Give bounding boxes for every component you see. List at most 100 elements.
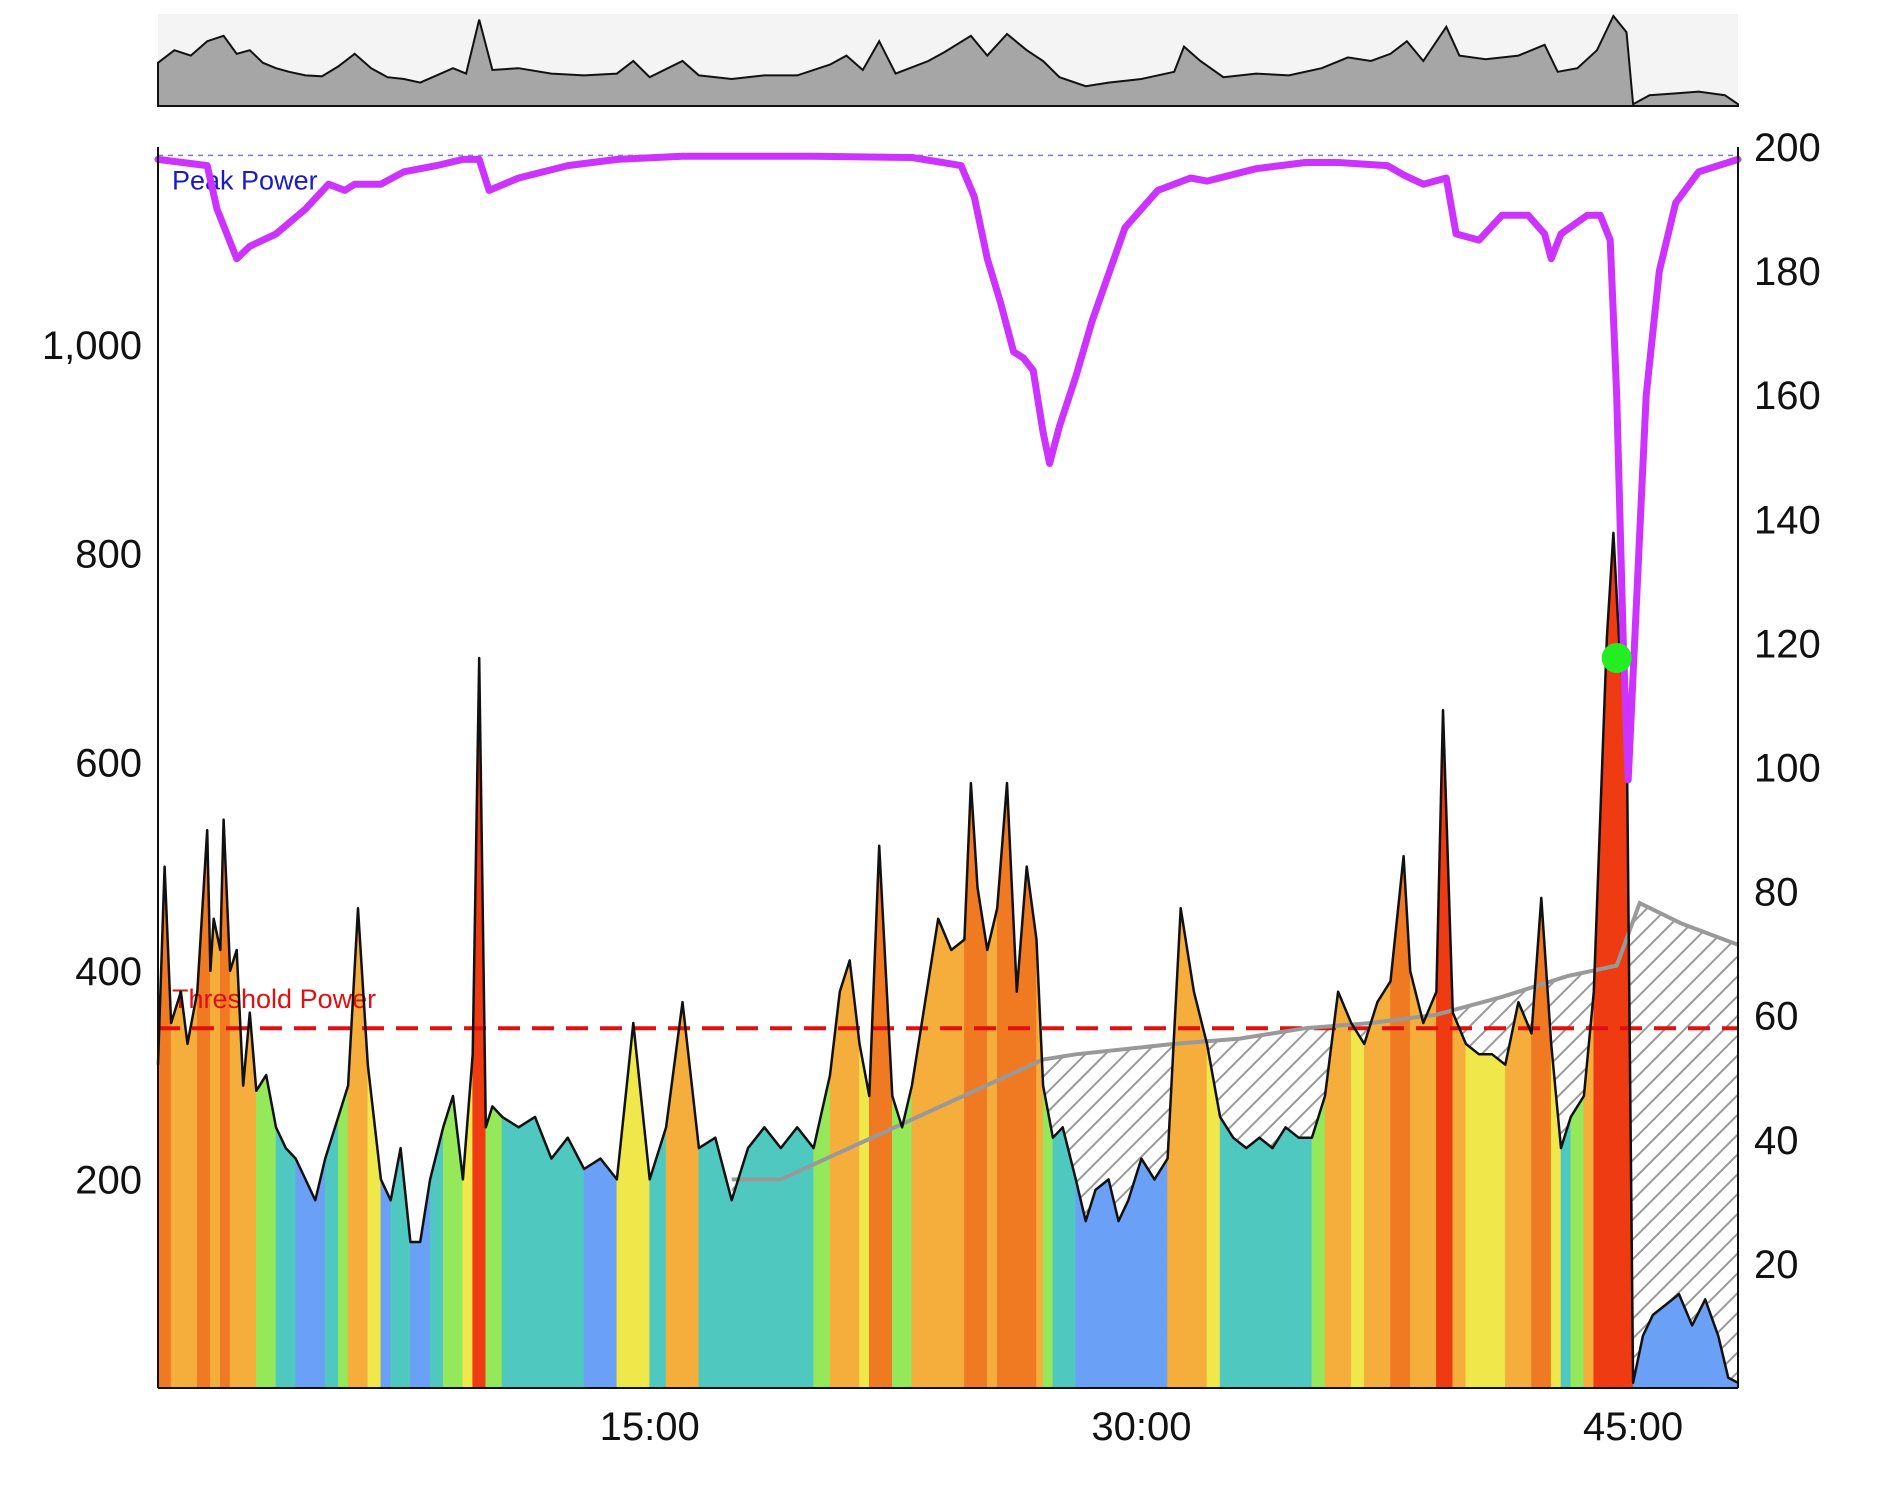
power-zone-segment xyxy=(1232,1137,1247,1389)
power-zone-segment xyxy=(1560,1116,1572,1389)
power-zone-segment xyxy=(859,1043,870,1389)
power-zone-segment xyxy=(1350,1021,1365,1389)
power-zone-segment xyxy=(187,991,198,1389)
power-zone-segment xyxy=(1298,1137,1313,1389)
power-line xyxy=(156,531,1739,1385)
power-zone-segment xyxy=(380,1179,391,1389)
power-zone-segment xyxy=(878,845,893,1389)
power-zone-segment xyxy=(229,949,237,1389)
peak-power-curve xyxy=(154,152,1742,784)
power-zone-segment xyxy=(1478,1054,1493,1389)
power-zone-segment xyxy=(1246,1137,1260,1389)
power-zone-segment xyxy=(305,1179,316,1389)
series-lines xyxy=(154,152,1742,1385)
right-axis-tick-label: 180 xyxy=(1754,250,1821,294)
overview-power-area xyxy=(157,14,1739,107)
power-zone-segment xyxy=(551,1136,569,1389)
right-axis-tick-label: 60 xyxy=(1754,995,1799,1039)
power-zone-segment xyxy=(1337,991,1352,1389)
power-zone-segment xyxy=(813,1075,831,1389)
right-axis-tick-label: 40 xyxy=(1754,1119,1799,1163)
power-zone-segment xyxy=(285,1147,296,1389)
power-zone-segment xyxy=(780,1126,798,1389)
power-zone-segment xyxy=(1377,980,1391,1389)
left-axis-tick-label: 200 xyxy=(75,1158,142,1202)
power-zone-segment xyxy=(180,991,188,1389)
right-axis-tick-label: 100 xyxy=(1754,747,1821,791)
power-zone-segment xyxy=(747,1126,765,1389)
power-zone-segment xyxy=(1219,1115,1234,1389)
overview-minimap[interactable] xyxy=(157,14,1739,107)
power-zone-segment xyxy=(764,1126,782,1389)
power-zone-segment xyxy=(1364,1002,1378,1389)
right-axis-tick-label: 200 xyxy=(1754,126,1821,170)
power-zone-segment xyxy=(1409,970,1424,1389)
power-zone-segment xyxy=(649,1127,667,1389)
power-zone-segment xyxy=(1095,1178,1109,1389)
x-axis-tick-label: 30:00 xyxy=(1091,1405,1191,1449)
left-axis-tick-label: 600 xyxy=(75,741,142,785)
power-zone-segment xyxy=(295,1158,306,1389)
power-zone-segment xyxy=(1465,1043,1480,1389)
left-axis-tick-label: 800 xyxy=(75,533,142,577)
power-zone-segment xyxy=(256,1074,267,1389)
left-axis-tick-label: 1,000 xyxy=(42,324,142,368)
zone-fill-layer xyxy=(157,532,1739,1389)
power-zone-segment xyxy=(534,1116,552,1389)
power-zone-segment xyxy=(616,1022,634,1389)
power-zone-segment xyxy=(1118,1200,1129,1389)
power-zone-segment xyxy=(1452,1012,1467,1389)
power-zone-segment xyxy=(892,1095,903,1389)
power-zone-segment xyxy=(829,991,841,1389)
power-zone-segment xyxy=(600,1157,618,1389)
power-zone-segment xyxy=(324,1116,339,1389)
right-axis-tick-label: 120 xyxy=(1754,622,1821,666)
markers xyxy=(1601,643,1632,673)
power-zone-segment xyxy=(170,991,182,1389)
power-zone-segment xyxy=(715,1137,732,1389)
power-zone-segment xyxy=(390,1148,401,1389)
power-zone-segment xyxy=(275,1127,287,1389)
power-zone-segment xyxy=(492,1105,503,1389)
power-zone-segment xyxy=(1442,710,1454,1389)
power-zone-segment xyxy=(901,1085,913,1389)
power-zone-segment xyxy=(1285,1126,1299,1389)
power-zone-segment xyxy=(839,960,850,1389)
power-zone-segment xyxy=(1154,1157,1168,1389)
power-zone-segment xyxy=(1491,1053,1506,1389)
power-zone-segment xyxy=(338,1085,349,1389)
power-zone-segment xyxy=(442,1095,454,1389)
right-axis-tick-label: 20 xyxy=(1754,1243,1799,1287)
power-zone-segment xyxy=(987,908,998,1389)
reference-line-label: Peak Power xyxy=(172,165,318,195)
power-zone-segment xyxy=(485,1106,493,1389)
highlight-point-marker xyxy=(1601,643,1632,673)
power-zone-segment xyxy=(951,938,965,1389)
power-zone-segment xyxy=(410,1241,421,1389)
power-zone-segment xyxy=(501,1116,519,1389)
power-zone-segment xyxy=(1423,991,1437,1389)
power-zone-segment xyxy=(911,1002,926,1389)
power-zone-segment xyxy=(1259,1137,1273,1389)
power-zone-segment xyxy=(1052,1126,1063,1389)
power-zone-segment xyxy=(583,1158,601,1389)
power-zone-segment xyxy=(1167,908,1181,1389)
power-zone-segment xyxy=(977,887,988,1389)
left-axis-tick-label: 400 xyxy=(75,950,142,994)
power-zone-segment xyxy=(567,1137,585,1389)
power-zone-segment xyxy=(1311,1095,1326,1389)
power-zone-segment xyxy=(1518,1001,1532,1389)
right-axis-tick-label: 140 xyxy=(1754,498,1821,542)
power-zone-segment xyxy=(682,1002,700,1389)
power-zone-segment xyxy=(1665,1293,1680,1389)
power-zone-segment xyxy=(937,918,952,1389)
reference-lines: Peak Power Threshold Power xyxy=(158,154,1738,1031)
power-zone-segment xyxy=(869,845,880,1389)
right-axis-tick-label: 160 xyxy=(1754,374,1821,418)
reference-line-label: Threshold Power xyxy=(172,984,376,1014)
x-axis-tick-label: 45:00 xyxy=(1583,1405,1683,1449)
power-zone-segment xyxy=(1652,1303,1667,1389)
power-zone-segment xyxy=(698,1137,716,1389)
